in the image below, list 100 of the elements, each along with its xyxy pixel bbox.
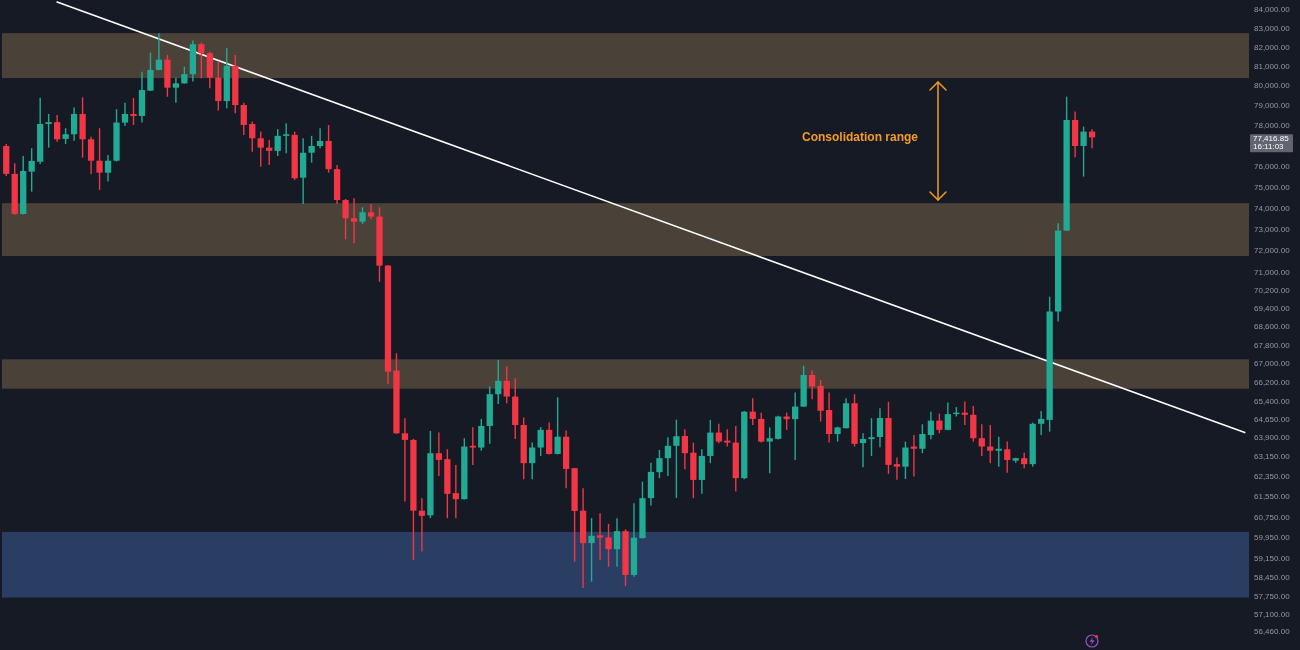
candlestick xyxy=(495,359,502,405)
candlestick xyxy=(147,51,154,92)
candlestick xyxy=(758,411,765,444)
candlestick xyxy=(274,128,281,157)
candlestick xyxy=(1038,410,1045,436)
y-tick-label: 63,900.00 xyxy=(1254,433,1291,443)
candlestick xyxy=(893,456,901,481)
y-tick-label: 69,400.00 xyxy=(1254,304,1291,314)
candlestick xyxy=(249,120,256,153)
y-tick-label: 59,950.00 xyxy=(1254,533,1291,543)
y-tick-label: 67,800.00 xyxy=(1254,340,1291,350)
candlestick xyxy=(350,197,358,244)
candlestick xyxy=(28,147,35,193)
candlestick xyxy=(936,412,943,434)
candlestick xyxy=(766,426,773,474)
candlestick xyxy=(673,418,680,499)
candlestick xyxy=(418,497,426,553)
y-tick-label: 78,000.00 xyxy=(1254,121,1291,131)
candlestick xyxy=(155,32,163,72)
candlestick xyxy=(656,449,663,479)
candlestick xyxy=(121,101,129,127)
candlestick xyxy=(902,440,909,480)
candlestick xyxy=(308,135,315,164)
text: 77,416.85 16:11:03 xyxy=(1253,134,1290,151)
candlestick xyxy=(215,60,222,112)
candlestick xyxy=(266,139,273,166)
candlestick xyxy=(1080,125,1087,178)
y-tick-label: 57,100.00 xyxy=(1254,609,1291,619)
candlestick xyxy=(435,431,443,477)
candlestick xyxy=(172,77,180,104)
candlestick xyxy=(588,517,595,583)
candlestick xyxy=(96,127,103,191)
y-tick-label: 71,000.00 xyxy=(1254,268,1291,278)
y-tick-label: 57,750.00 xyxy=(1254,591,1291,601)
candlestick xyxy=(1004,440,1011,474)
y-tick-label: 58,450.00 xyxy=(1254,573,1291,583)
candlestick xyxy=(367,203,375,220)
candlestick xyxy=(681,428,689,470)
candlestick xyxy=(749,397,756,426)
candlestick xyxy=(104,154,112,183)
y-tick-label: 75,000.00 xyxy=(1254,182,1291,192)
candlestick xyxy=(664,436,672,477)
candlestick xyxy=(54,114,61,143)
candlestick xyxy=(240,101,247,136)
candlestick xyxy=(995,436,1002,468)
candlestick xyxy=(808,369,816,400)
y-tick-label: 61,550.00 xyxy=(1254,492,1291,502)
y-tick-label: 83,000.00 xyxy=(1254,23,1291,33)
candlestick xyxy=(859,432,867,468)
candlestick xyxy=(876,407,884,448)
candlestick xyxy=(130,97,137,126)
candlestick xyxy=(529,441,536,480)
candlestick xyxy=(87,135,95,175)
candlestick xyxy=(283,122,290,155)
candlestick xyxy=(316,127,324,149)
candlestick xyxy=(257,130,264,168)
candlestick xyxy=(469,426,476,466)
candlestick xyxy=(698,448,705,495)
y-tick-label: 72,000.00 xyxy=(1254,246,1291,256)
candlestick xyxy=(554,396,561,456)
y-tick-label: 64,650.00 xyxy=(1254,415,1291,425)
candlestick xyxy=(596,512,604,561)
candlestick xyxy=(868,417,875,457)
candlestick xyxy=(978,423,985,457)
y-tick-label: 76,000.00 xyxy=(1254,161,1291,171)
y-tick-label: 56,460.00 xyxy=(1254,627,1291,637)
candlestick xyxy=(715,423,722,445)
candlestick xyxy=(45,113,52,149)
candlestick xyxy=(342,198,349,240)
y-tick-label: 84,000.00 xyxy=(1254,4,1291,14)
candlestick xyxy=(605,523,612,568)
y-tick-label: 73,000.00 xyxy=(1254,224,1291,234)
candlestick xyxy=(613,517,621,568)
candlestick xyxy=(707,419,714,464)
y-tick-label: 80,000.00 xyxy=(1254,81,1291,91)
y-tick-label: 60,750.00 xyxy=(1254,512,1291,522)
candlestick xyxy=(987,424,994,464)
candlestick xyxy=(478,418,485,452)
candlestick xyxy=(537,426,544,457)
candlestick xyxy=(970,405,977,443)
annotation: Consolidation range xyxy=(801,130,919,144)
candlestick xyxy=(70,106,78,142)
candlestick xyxy=(198,41,205,79)
y-tick-label: 74,000.00 xyxy=(1254,203,1291,213)
y-tick-label: 59,150.00 xyxy=(1254,554,1291,564)
candlestick xyxy=(944,401,951,432)
y-tick-label: 70,200.00 xyxy=(1254,286,1291,296)
candlestick xyxy=(503,365,510,404)
y-tick-label: 67,000.00 xyxy=(1254,359,1291,369)
y-tick-label: 66,200.00 xyxy=(1254,378,1291,388)
y-tick-label: 62,350.00 xyxy=(1254,471,1291,481)
candlestick xyxy=(452,464,459,519)
y-tick-label: 79,000.00 xyxy=(1254,101,1291,111)
candlestick xyxy=(919,423,926,454)
y-tick-label: 63,150.00 xyxy=(1254,451,1291,461)
candlestick xyxy=(927,410,935,440)
y-tick-label: 68,600.00 xyxy=(1254,322,1291,332)
candlestick xyxy=(792,391,799,461)
y-tick-label: 65,400.00 xyxy=(1254,397,1291,407)
candlestick xyxy=(401,417,409,503)
